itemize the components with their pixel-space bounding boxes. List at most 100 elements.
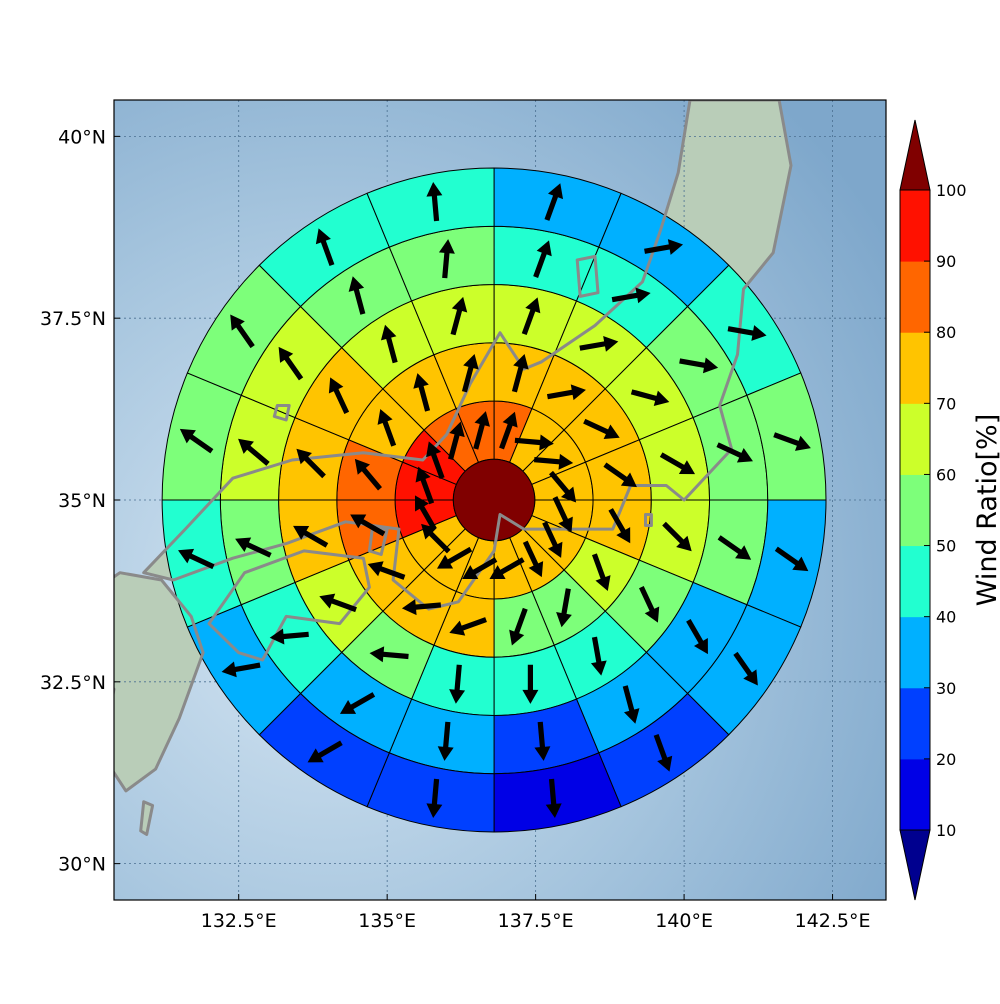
wind-arrow [608,508,631,544]
lon-tick-label: 142.5°E [795,910,871,932]
colorbar-segment [900,687,930,760]
wind-arrow [269,628,309,645]
wind-arrow [462,557,498,580]
wind-arrow [179,428,214,454]
awaji-coastline [367,527,389,556]
wind-arrow [533,453,574,470]
wind-arrow [307,740,343,763]
wind-arrow [473,411,490,450]
wind-arrow [178,548,215,570]
wind-arrow [653,733,673,772]
colorbar-segment [900,545,930,618]
wind-arrow [426,182,443,222]
wind-arrow [315,228,335,267]
wind-arrow [546,384,586,401]
wind-arrow [350,514,386,537]
wind-arrow [679,357,719,374]
wind-arrow [549,470,577,503]
wind-arrow [514,434,554,451]
colorbar-tick-label: 70 [936,394,956,413]
map-area [114,100,886,900]
wind-arrow [436,546,473,569]
wind-arrow [319,593,357,613]
wind-arrow [717,535,752,560]
tanegashima-coastline [139,800,155,836]
colorbar-segment [900,190,930,262]
colorbar-extend-max [899,119,931,191]
colorbar-tick-label: 80 [936,323,956,342]
sado-coastline [575,254,600,298]
wind-arrow [590,636,607,676]
wind-arrow [354,458,382,491]
colorbar-tick-label: 20 [936,750,956,769]
wind-arrow [659,452,696,475]
wind-arrow [401,599,442,616]
wind-arrow [369,646,409,663]
wind-arrow [603,462,637,488]
shikoku-coastline [207,549,371,662]
colorbar-extend-min [899,829,931,901]
wind-arrow [449,664,466,704]
lat-tick-label: 35°N [58,490,106,512]
wind-arrow [544,183,564,221]
wind-arrow [421,523,451,554]
wind-arrow [511,353,529,393]
lat-tick-label: 30°N [58,854,106,876]
wind-arrow [377,409,397,447]
wind-arrow [413,373,431,412]
wind-arrow [448,421,465,461]
wind-arrow [296,448,326,479]
wind-arrow [328,377,350,414]
lon-tick-label: 140°E [655,910,713,932]
lon-tick-label: 135°E [358,910,416,932]
colorbar-tick-label: 40 [936,608,956,627]
wind-arrow [499,411,518,450]
lat-tick-label: 32.5°N [40,672,106,694]
colorbar-frame [899,189,931,831]
kyushu-land [114,572,204,791]
wind-arrow [426,441,445,480]
oki-coastline [272,404,291,422]
wind-arrow [415,466,435,505]
wind-arrow [686,618,708,655]
colorbar-tick-label: 30 [936,679,956,698]
lat-tick-label: 40°N [58,126,106,148]
wind-arrow [509,607,528,646]
wind-arrow [644,239,684,255]
wind-arrow [545,778,562,818]
wind-arrow [348,276,366,315]
wind-arrow [583,418,620,440]
wind-arrow [522,664,539,704]
colorbar-segment [900,474,930,547]
wind-arrows [178,182,811,818]
wind-arrow [773,432,811,451]
wind-arrow [461,353,479,393]
wind-arrow [339,692,376,714]
honshu-coastline [142,100,793,611]
colorbar-title: Wind Ratio[%] [972,414,1000,606]
wind-arrow [278,346,304,381]
wind-arrow [230,314,255,349]
wind-arrow [450,296,468,336]
wind-arrow [221,661,261,678]
colorbar-segment [900,332,930,404]
lon-tick-label: 137.5°E [498,910,574,932]
kyushu-coastline [114,571,205,793]
wind-sectors [161,167,827,833]
colorbar-tick-label: 10 [936,821,956,840]
wind-arrow [591,553,611,591]
wind-arrow [414,495,437,531]
wind-arrow [534,721,551,761]
colorbar-tick-label: 100 [936,181,967,200]
lat-tick-label: 37.5°N [40,308,106,330]
wind-arrow [542,521,563,558]
wind-arrow [367,561,406,580]
wind-arrow [533,240,552,278]
wind-arrow [556,588,572,628]
izu-islands-coastline [644,513,653,527]
wind-arrow [662,521,692,552]
colorbar-tick-label: 50 [936,537,956,556]
wind-arrow [293,525,329,548]
wind-arrow [774,546,809,572]
coastlines [114,100,793,836]
